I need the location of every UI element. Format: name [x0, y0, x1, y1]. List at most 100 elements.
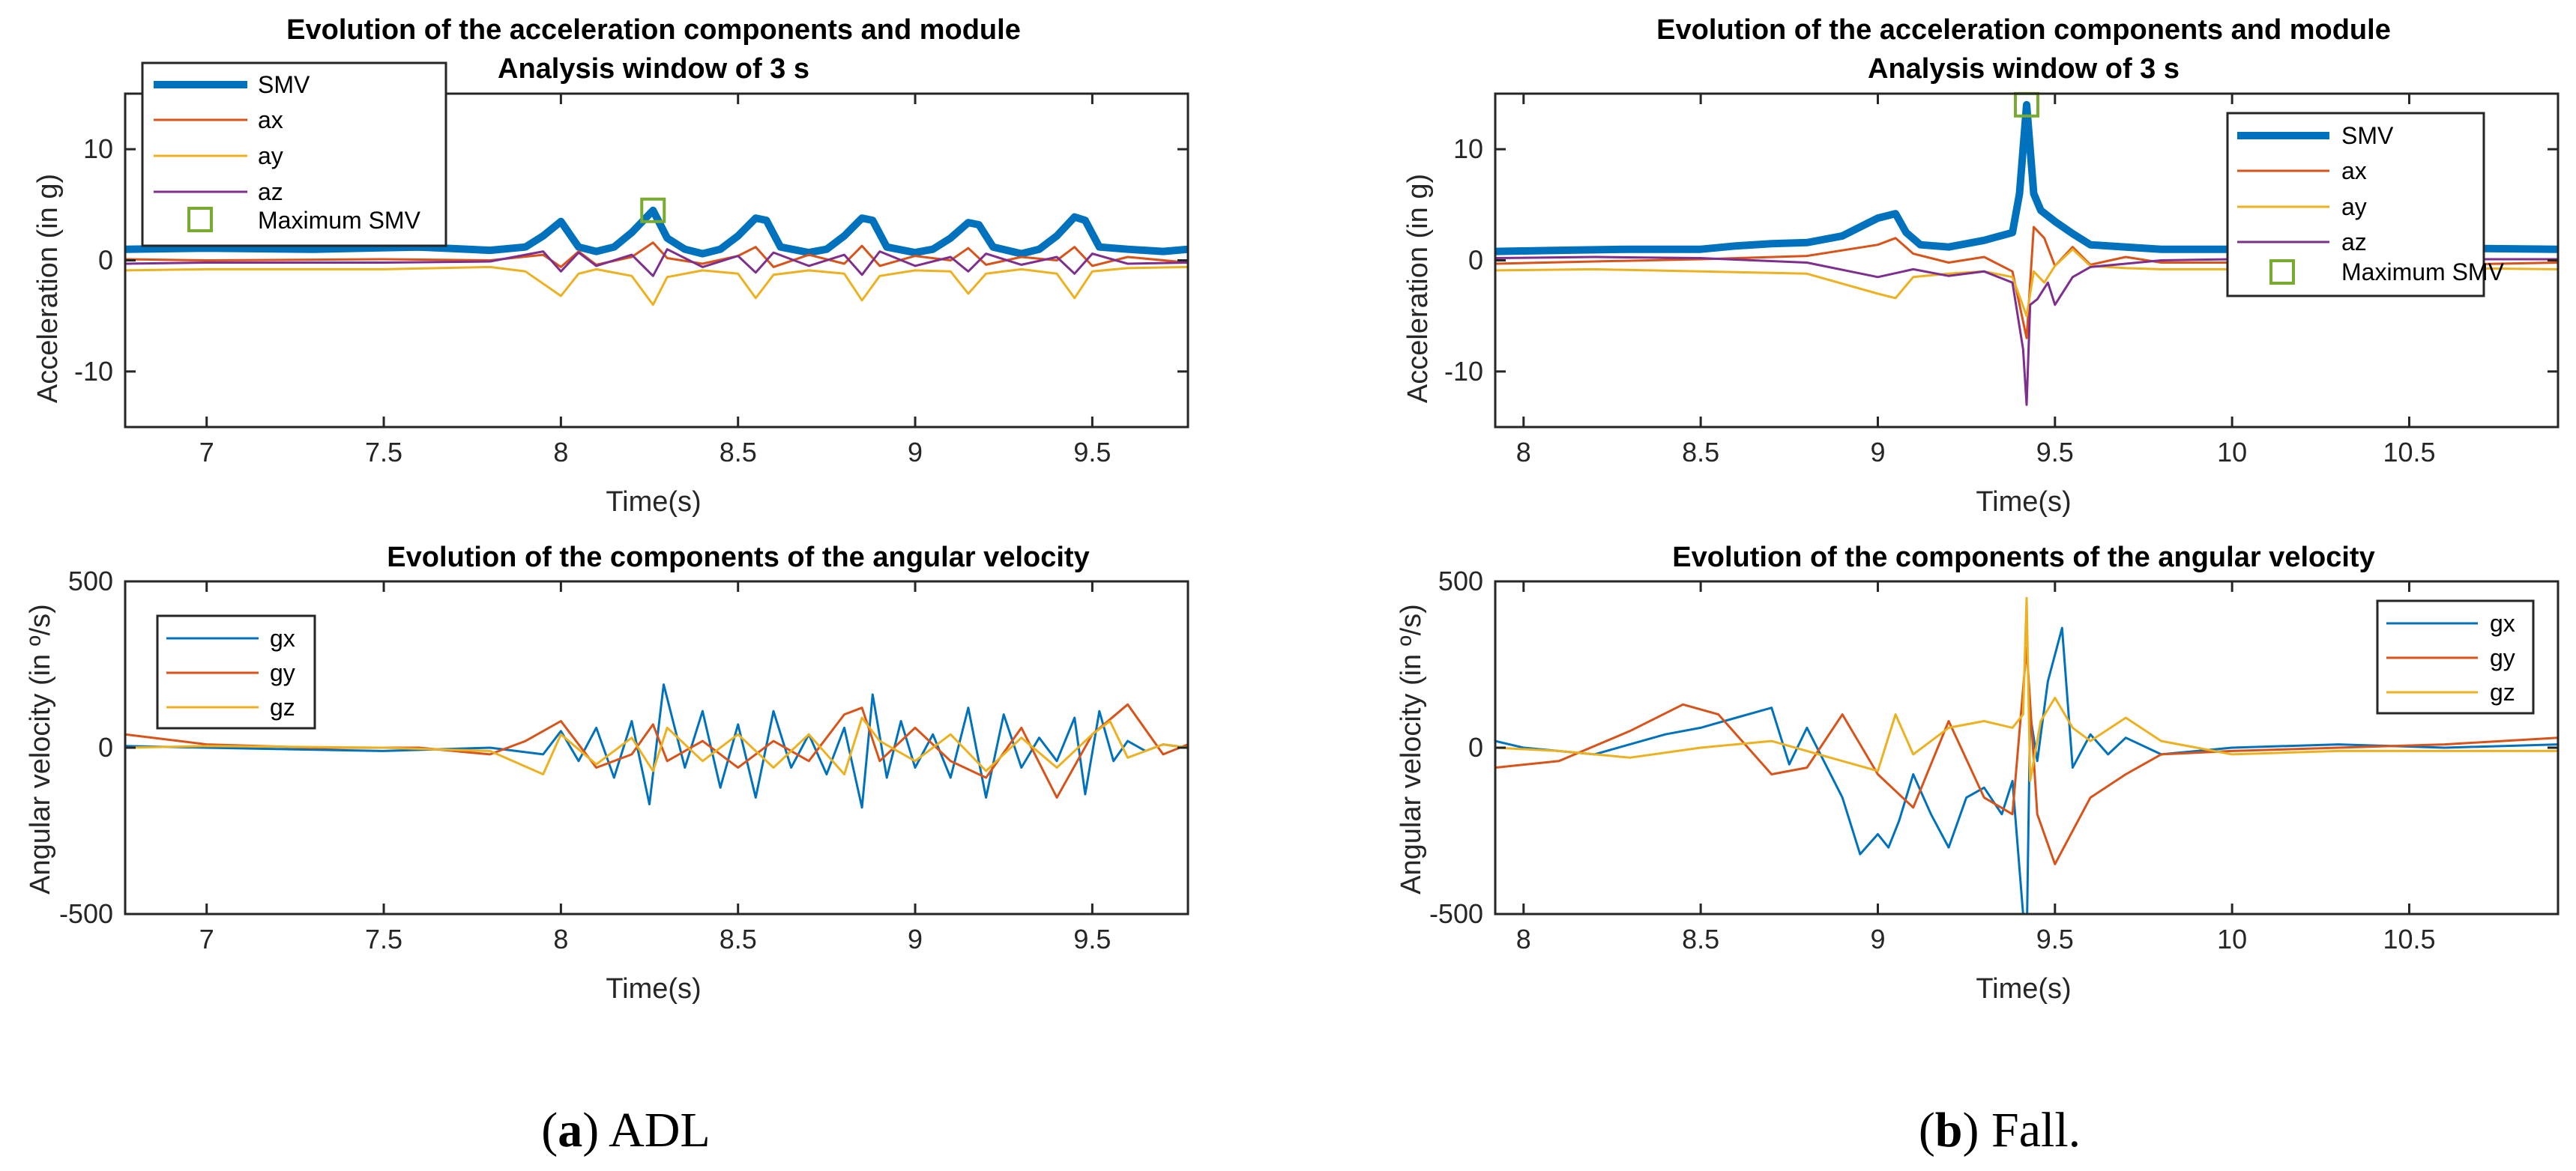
y-tick-label: 10 — [83, 133, 113, 164]
series-smv-line — [1495, 100, 2558, 255]
chart-title: Evolution of the components of the angul… — [1672, 542, 2374, 573]
chart-title-line-2: Analysis window of 3 s — [1868, 53, 2180, 85]
y-tick-label: 500 — [68, 566, 113, 596]
legend-label-smv: SMV — [258, 71, 310, 98]
series-gx-line — [125, 683, 1188, 809]
series-ax-line — [125, 241, 1188, 268]
legend: gx gy gz — [156, 614, 316, 730]
x-tick-label: 9 — [1870, 924, 1885, 954]
x-tick-label: 9 — [1870, 437, 1885, 468]
plot-area: 7 7.5 8 8.5 9 9.5 -500 0 500 — [59, 566, 1189, 954]
caption-b-letter: b — [1935, 1103, 1963, 1158]
series-group — [1495, 100, 2558, 406]
legend-label-gx: gx — [270, 625, 295, 652]
series-gz-line — [125, 716, 1188, 775]
series-gz-line — [1495, 596, 2558, 782]
series-gy-line — [125, 703, 1188, 799]
legend-swatch-maximum-smv — [2269, 259, 2295, 285]
x-tick-label: 9 — [908, 924, 923, 954]
legend-label-gy: gy — [2490, 644, 2515, 671]
chart-title-line-1: Evolution of the acceleration components… — [286, 14, 1021, 46]
y-axis-label: Angular velocity (in º/s) — [1396, 604, 1427, 895]
x-tick-label: 8.5 — [720, 437, 757, 468]
series-ay-line — [1495, 248, 2558, 318]
y-tick-label: 0 — [1468, 732, 1483, 763]
x-axis-label: Time(s) — [606, 486, 701, 518]
y-tick-label: -500 — [1429, 898, 1483, 929]
legend-label-maximum-smv: Maximum SMV — [2341, 258, 2505, 285]
x-tick-label: 7 — [199, 437, 214, 468]
legend-label-ay: ay — [2341, 193, 2367, 220]
y-tick-label: -500 — [59, 898, 113, 929]
x-tick-label: 10 — [2217, 437, 2247, 468]
caption-a-text: ADL — [599, 1103, 711, 1158]
legend-label-gz: gz — [2490, 679, 2515, 706]
chart-a-acceleration: Evolution of the acceleration components… — [32, 14, 1189, 518]
legend-label-ay: ay — [258, 142, 283, 169]
series-ax-line — [1495, 226, 2558, 339]
y-tick-label: 0 — [1468, 245, 1483, 276]
y-axis-label: Angular velocity (in º/s) — [25, 604, 56, 895]
caption-b: (b) Fall. — [1919, 1103, 2081, 1158]
x-axis-label: Time(s) — [1976, 973, 2071, 1005]
x-tick-label: 8 — [1516, 437, 1531, 468]
x-tick-label: 9.5 — [2036, 924, 2074, 954]
x-tick-label: 9.5 — [2036, 437, 2074, 468]
series-gx-line — [1495, 626, 2558, 914]
x-tick-label: 10.5 — [2383, 924, 2435, 954]
legend-label-ax: ax — [2341, 157, 2367, 184]
legend-label-az: az — [2341, 229, 2367, 255]
chart-title-line-1: Evolution of the acceleration components… — [1656, 14, 2391, 46]
legend-label-smv: SMV — [2341, 122, 2394, 149]
legend-label-gy: gy — [270, 659, 295, 686]
plot-area: 7 7.5 8 8.5 9 9.5 -10 0 10 — [74, 92, 1189, 468]
legend: gx gy gz — [2376, 599, 2535, 715]
y-axis-label: Acceleration (in g) — [1402, 174, 1434, 403]
y-axis-label: Acceleration (in g) — [32, 174, 64, 403]
series-group — [125, 683, 1188, 809]
series-az-line — [125, 248, 1188, 277]
series-group — [1495, 596, 2558, 914]
x-tick-label: 10 — [2217, 924, 2247, 954]
y-tick-label: 10 — [1453, 133, 1483, 164]
y-tick-label: -10 — [74, 356, 113, 387]
series-smv-line — [125, 206, 1188, 258]
x-tick-label: 8 — [1516, 924, 1531, 954]
series-group — [125, 206, 1188, 306]
plot-area: 8 8.5 9 9.5 10 10.5 -10 0 10 — [1444, 91, 2560, 468]
y-tick-label: 500 — [1438, 566, 1483, 596]
series-gy-line — [1495, 647, 2558, 865]
legend-label-maximum-smv: Maximum SMV — [258, 207, 421, 234]
chart-b-angular-velocity: Evolution of the components of the angul… — [1396, 542, 2560, 1005]
x-tick-label: 7 — [199, 924, 214, 954]
x-tick-label: 9.5 — [1073, 924, 1111, 954]
caption-a: (a) ADL — [541, 1103, 710, 1158]
x-tick-label: 7.5 — [365, 924, 402, 954]
chart-title-line-2: Analysis window of 3 s — [498, 53, 809, 85]
x-tick-label: 8.5 — [720, 924, 757, 954]
legend: SMV ax ay az Maximum SMV — [2226, 112, 2505, 297]
legend: SMV ax ay az Maximum SMV — [141, 61, 447, 247]
chart-a-angular-velocity: Evolution of the components of the angul… — [25, 542, 1189, 1005]
caption-a-letter: a — [558, 1103, 582, 1158]
x-tick-label: 8 — [553, 924, 568, 954]
legend-label-gx: gx — [2490, 610, 2515, 637]
plot-area: 8 8.5 9 9.5 10 10.5 -500 0 500 — [1429, 566, 2560, 954]
x-tick-label: 9 — [908, 437, 923, 468]
x-tick-label: 8.5 — [1682, 924, 1719, 954]
caption-b-text: Fall. — [1979, 1103, 2081, 1158]
series-az-line — [1495, 255, 2558, 406]
series-ay-line — [125, 265, 1188, 306]
x-tick-label: 7.5 — [365, 437, 402, 468]
x-tick-label: 8.5 — [1682, 437, 1719, 468]
y-tick-label: 0 — [98, 245, 113, 276]
legend-label-ax: ax — [258, 106, 283, 133]
x-axis-label: Time(s) — [606, 973, 701, 1005]
legend-label-gz: gz — [270, 694, 295, 721]
y-tick-label: -10 — [1444, 356, 1483, 387]
y-tick-label: 0 — [98, 732, 113, 763]
x-tick-label: 10.5 — [2383, 437, 2435, 468]
chart-b-acceleration: Evolution of the acceleration components… — [1402, 14, 2560, 518]
x-tick-label: 9.5 — [1073, 437, 1111, 468]
